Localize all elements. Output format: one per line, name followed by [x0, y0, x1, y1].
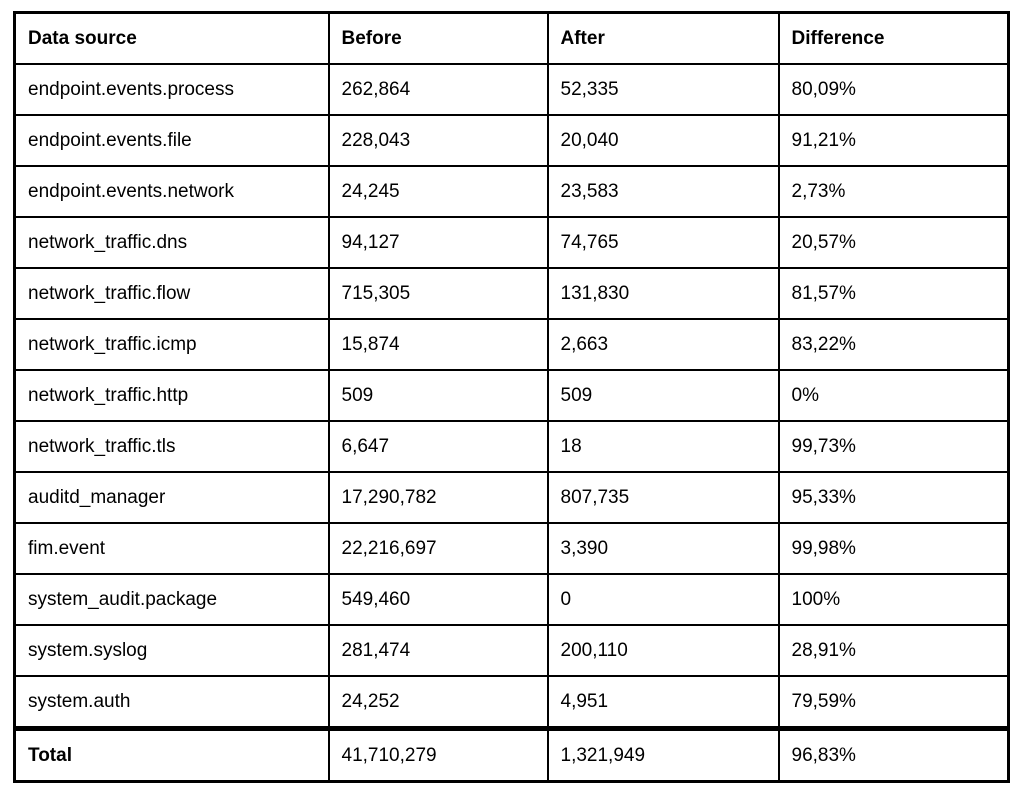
table-row: endpoint.events.file 228,043 20,040 91,21% — [13, 114, 1010, 167]
table-row: network_traffic.http 509 509 0% — [13, 369, 1010, 422]
cell-after: 200,110 — [546, 624, 780, 677]
total-label: Total — [13, 726, 330, 783]
cell-difference: 91,21% — [777, 114, 1010, 167]
cell-difference: 79,59% — [777, 675, 1010, 730]
cell-data-source: endpoint.events.process — [13, 63, 330, 116]
cell-data-source: system.syslog — [13, 624, 330, 677]
cell-difference: 80,09% — [777, 63, 1010, 116]
cell-difference: 81,57% — [777, 267, 1010, 320]
cell-data-source: network_traffic.icmp — [13, 318, 330, 371]
cell-before: 228,043 — [327, 114, 549, 167]
total-row: Total 41,710,279 1,321,949 96,83% — [13, 726, 1010, 783]
cell-after: 0 — [546, 573, 780, 626]
header-row: Data source Before After Difference — [13, 11, 1010, 65]
cell-before: 509 — [327, 369, 549, 422]
cell-after: 52,335 — [546, 63, 780, 116]
cell-after: 807,735 — [546, 471, 780, 524]
table-header: Data source Before After Difference — [13, 11, 1010, 65]
cell-difference: 20,57% — [777, 216, 1010, 269]
total-difference: 96,83% — [777, 726, 1010, 783]
cell-before: 15,874 — [327, 318, 549, 371]
cell-after: 509 — [546, 369, 780, 422]
cell-after: 4,951 — [546, 675, 780, 730]
total-after: 1,321,949 — [546, 726, 780, 783]
cell-difference: 100% — [777, 573, 1010, 626]
table-row: system.syslog 281,474 200,110 28,91% — [13, 624, 1010, 677]
table-row: auditd_manager 17,290,782 807,735 95,33% — [13, 471, 1010, 524]
cell-after: 23,583 — [546, 165, 780, 218]
table-row: network_traffic.dns 94,127 74,765 20,57% — [13, 216, 1010, 269]
cell-before: 24,252 — [327, 675, 549, 730]
data-source-comparison-table: Data source Before After Difference endp… — [13, 11, 1010, 783]
cell-before: 22,216,697 — [327, 522, 549, 575]
table-row: fim.event 22,216,697 3,390 99,98% — [13, 522, 1010, 575]
cell-after: 74,765 — [546, 216, 780, 269]
cell-difference: 83,22% — [777, 318, 1010, 371]
table-row: network_traffic.icmp 15,874 2,663 83,22% — [13, 318, 1010, 371]
cell-data-source: system_audit.package — [13, 573, 330, 626]
column-header-before: Before — [327, 11, 549, 65]
column-header-data-source: Data source — [13, 11, 330, 65]
cell-after: 20,040 — [546, 114, 780, 167]
cell-before: 715,305 — [327, 267, 549, 320]
table-body: endpoint.events.process 262,864 52,335 80,0… — [13, 63, 1010, 730]
cell-before: 281,474 — [327, 624, 549, 677]
cell-data-source: endpoint.events.network — [13, 165, 330, 218]
cell-data-source: network_traffic.flow — [13, 267, 330, 320]
cell-data-source: network_traffic.tls — [13, 420, 330, 473]
column-header-difference: Difference — [777, 11, 1010, 65]
table-row: system_audit.package 549,460 0 100% — [13, 573, 1010, 626]
cell-data-source: endpoint.events.file — [13, 114, 330, 167]
cell-before: 17,290,782 — [327, 471, 549, 524]
cell-data-source: auditd_manager — [13, 471, 330, 524]
cell-after: 18 — [546, 420, 780, 473]
column-header-after: After — [546, 11, 780, 65]
cell-difference: 28,91% — [777, 624, 1010, 677]
cell-difference: 99,98% — [777, 522, 1010, 575]
cell-before: 94,127 — [327, 216, 549, 269]
table-row: network_traffic.tls 6,647 18 99,73% — [13, 420, 1010, 473]
cell-data-source: fim.event — [13, 522, 330, 575]
table-row: endpoint.events.process 262,864 52,335 80,0… — [13, 63, 1010, 116]
table-footer: Total 41,710,279 1,321,949 96,83% — [13, 726, 1010, 783]
cell-after: 2,663 — [546, 318, 780, 371]
cell-before: 549,460 — [327, 573, 549, 626]
cell-difference: 95,33% — [777, 471, 1010, 524]
table-row: endpoint.events.network 24,245 23,583 2,73% — [13, 165, 1010, 218]
cell-after: 3,390 — [546, 522, 780, 575]
cell-after: 131,830 — [546, 267, 780, 320]
cell-before: 6,647 — [327, 420, 549, 473]
cell-before: 24,245 — [327, 165, 549, 218]
cell-data-source: network_traffic.http — [13, 369, 330, 422]
table-row: network_traffic.flow 715,305 131,830 81,57% — [13, 267, 1010, 320]
cell-difference: 2,73% — [777, 165, 1010, 218]
cell-data-source: network_traffic.dns — [13, 216, 330, 269]
total-before: 41,710,279 — [327, 726, 549, 783]
cell-before: 262,864 — [327, 63, 549, 116]
cell-data-source: system.auth — [13, 675, 330, 730]
table-row: system.auth 24,252 4,951 79,59% — [13, 675, 1010, 730]
cell-difference: 99,73% — [777, 420, 1010, 473]
cell-difference: 0% — [777, 369, 1010, 422]
